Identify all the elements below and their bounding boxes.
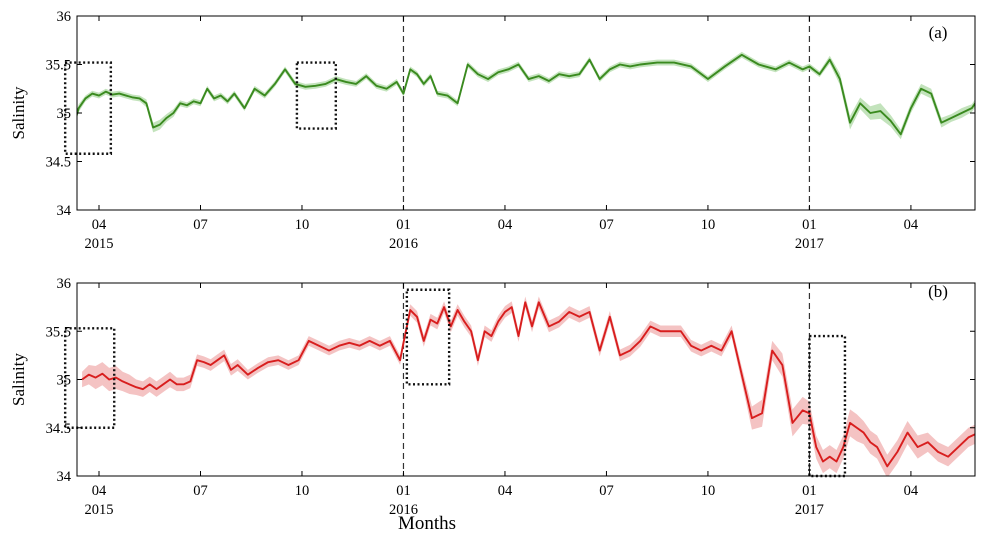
highlight-box [405,288,451,386]
x-tick-label: 10 [295,217,310,233]
panel-a: 34 34.5 35 35.5 36 04 2015 07 10 01 2016 04 07 10 01 20… [9,9,976,252]
y-tick-label: 34 [57,203,72,219]
x-tick-label: 10 [701,483,716,499]
year-label: 2015 [85,236,114,252]
highlight-box [808,334,847,478]
plot-frame [76,15,976,211]
y-tick-label: 34.5 [46,155,71,171]
highlight-box [63,327,116,429]
highlight-box [295,61,338,130]
year-label: 2017 [795,502,824,518]
x-tick-label: 04 [92,217,107,233]
x-tick-label: 10 [295,483,310,499]
y-axis-label: Salinity [9,86,28,139]
x-tick-label: 01 [802,483,817,499]
y-tick-label: 35 [57,373,72,389]
x-tick-label: 01 [802,217,817,233]
salinity-series-line [77,53,975,136]
x-axis-label: Months [398,513,456,534]
y-tick-label: 35.5 [46,324,71,340]
x-tick-label: 04 [904,217,919,233]
year-label: 2016 [389,502,418,518]
y-tick-label: 34.5 [46,421,71,437]
x-tick-label: 04 [904,483,919,499]
panel-b: 34 34.5 35 35.5 36 04 2015 07 10 01 2016 04 07 10 01 20… [9,276,976,534]
year-label: 2015 [85,502,114,518]
x-tick-label: 04 [498,217,513,233]
highlight-box [63,61,113,155]
y-tick-label: 35 [57,106,72,122]
y-tick-label: 36 [57,276,72,292]
x-tick-label: 07 [599,217,614,233]
x-tick-label: 01 [396,483,411,499]
y-axis-label: Salinity [9,353,28,406]
uncertainty-band [82,296,975,476]
x-tick-label: 04 [92,483,107,499]
x-tick-label: 07 [193,483,208,499]
x-tick-label: 01 [396,217,411,233]
x-tick-label: 04 [498,483,513,499]
x-tick-label: 07 [599,483,614,499]
y-tick-label: 36 [57,9,72,25]
year-label: 2017 [795,236,824,252]
y-tick-label: 35.5 [46,58,71,74]
panel-label: (b) [928,282,948,301]
year-label: 2016 [389,236,418,252]
x-tick-label: 07 [193,217,208,233]
x-tick-label: 10 [701,217,716,233]
panel-label: (a) [929,23,948,42]
salinity-series-line [81,301,975,468]
y-tick-label: 34 [57,469,72,485]
